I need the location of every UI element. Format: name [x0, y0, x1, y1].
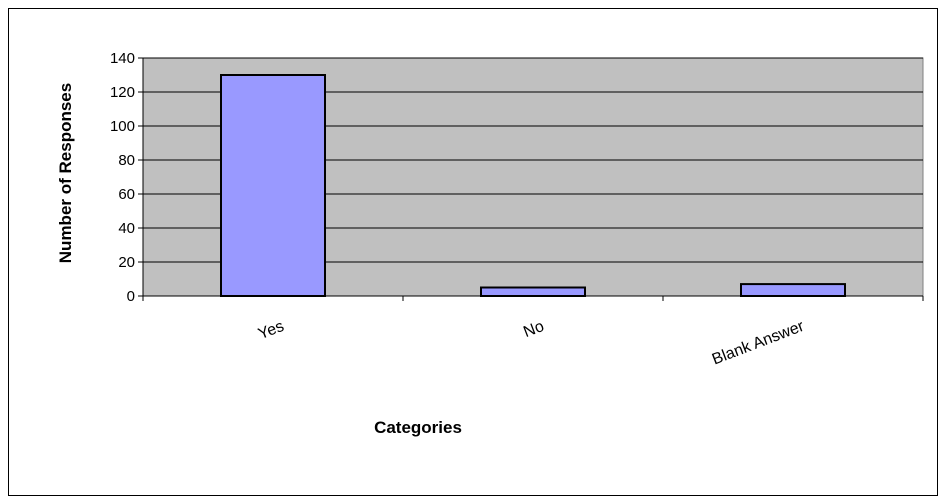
chart-frame: 0 20 40 60 80 100 120 140 Yes No Blank Answer Cat… — [8, 8, 938, 496]
x-tick-label: Yes — [256, 318, 286, 343]
y-tick-label: 60 — [118, 186, 135, 203]
bar-chart: 0 20 40 60 80 100 120 140 Yes No Blank Answer Cat… — [56, 50, 924, 437]
x-axis-ticks — [142, 296, 924, 301]
y-tick-label: 140 — [110, 50, 135, 67]
y-tick-label: 80 — [118, 152, 135, 169]
bar-blank-answer — [740, 283, 846, 298]
y-tick-label: 120 — [110, 84, 135, 101]
x-axis-title: Categories — [374, 418, 462, 437]
y-axis-tick-labels: 0 20 40 60 80 100 120 140 — [110, 50, 135, 305]
bar-no — [480, 286, 586, 297]
y-tick-label: 0 — [127, 288, 135, 305]
y-tick-label: 100 — [110, 118, 135, 135]
x-tick-label: Blank Answer — [710, 318, 807, 369]
y-tick-label: 40 — [118, 220, 135, 237]
plot-area-group — [138, 57, 924, 301]
y-tick-label: 20 — [118, 254, 135, 271]
x-axis-tick-labels: Yes No Blank Answer — [256, 318, 807, 369]
y-axis-title: Number of Responses — [56, 83, 75, 263]
x-tick-label: No — [521, 318, 546, 341]
bar-yes — [220, 74, 326, 297]
